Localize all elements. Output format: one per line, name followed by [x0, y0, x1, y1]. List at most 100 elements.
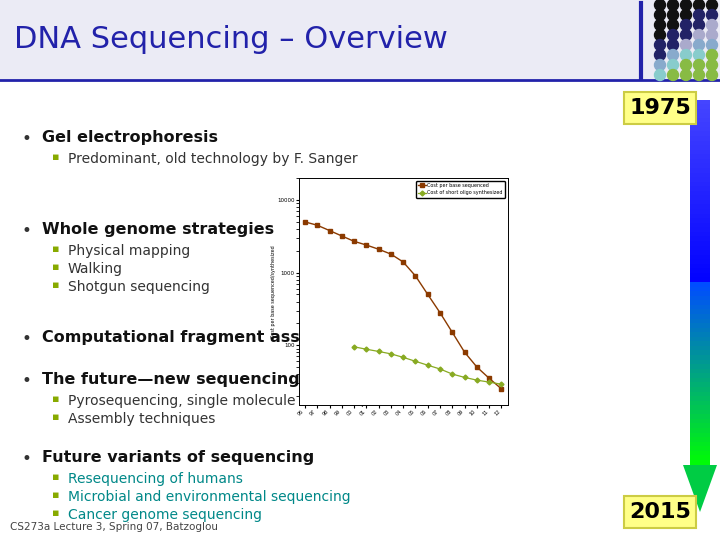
Cost per base sequenced: [387, 251, 395, 258]
Text: ▪: ▪: [52, 152, 60, 162]
Bar: [690, 309, 710, 314]
Bar: [690, 455, 710, 461]
Circle shape: [693, 70, 704, 80]
Bar: [690, 350, 710, 355]
Bar: [690, 164, 710, 168]
Bar: [690, 291, 710, 296]
Bar: [690, 168, 710, 173]
Cost per base sequenced: [374, 246, 383, 253]
Cost of short oligo synthesized: [411, 358, 420, 365]
Bar: [690, 364, 710, 369]
Bar: [690, 373, 710, 379]
Text: Physical mapping: Physical mapping: [68, 244, 190, 258]
Cost of short oligo synthesized: [423, 362, 432, 368]
Circle shape: [680, 10, 691, 21]
Circle shape: [654, 19, 665, 30]
Circle shape: [667, 39, 678, 51]
Text: Cancer genome sequencing: Cancer genome sequencing: [68, 508, 262, 522]
Cost of short oligo synthesized: [485, 379, 493, 386]
Circle shape: [667, 0, 678, 10]
Circle shape: [706, 0, 718, 10]
Text: CS273a Lecture 3, Spring 07, Batzoglou: CS273a Lecture 3, Spring 07, Batzoglou: [10, 522, 218, 532]
Circle shape: [706, 39, 718, 51]
Bar: [690, 328, 710, 333]
Cost of short oligo synthesized: [362, 346, 371, 353]
Circle shape: [667, 30, 678, 40]
Cost per base sequenced: [436, 309, 444, 316]
Circle shape: [654, 30, 665, 40]
Circle shape: [693, 0, 704, 10]
Text: Gel electrophoresis: Gel electrophoresis: [42, 130, 218, 145]
Bar: [690, 433, 710, 437]
Bar: [690, 451, 710, 456]
Bar: [690, 337, 710, 342]
Text: Pyrosequencing, single molecule methods, …: Pyrosequencing, single molecule methods,…: [68, 394, 383, 408]
Cost per base sequenced: [301, 219, 310, 225]
Cost of short oligo synthesized: [472, 377, 481, 383]
Cost per base sequenced: [325, 227, 334, 234]
Bar: [690, 237, 710, 241]
Circle shape: [693, 10, 704, 21]
Cost of short oligo synthesized: [350, 343, 359, 350]
Bar: [690, 341, 710, 346]
Bar: [690, 346, 710, 351]
Bar: [690, 282, 710, 287]
Circle shape: [667, 10, 678, 21]
Bar: [690, 278, 710, 282]
Text: ▪: ▪: [52, 508, 60, 518]
Bar: [690, 419, 710, 424]
Cost per base sequenced: [338, 233, 346, 239]
Text: ▪: ▪: [52, 394, 60, 404]
Bar: [690, 255, 710, 260]
Circle shape: [680, 50, 691, 60]
Cost per base sequenced: [399, 259, 408, 265]
Bar: [690, 250, 710, 255]
Cost of short oligo synthesized: [497, 381, 505, 388]
Bar: [690, 172, 710, 178]
Circle shape: [706, 50, 718, 60]
Text: Assembly techniques: Assembly techniques: [68, 412, 215, 426]
Cost per base sequenced: [460, 349, 469, 355]
Legend: Cost per base sequenced, Cost of short oligo synthesized: Cost per base sequenced, Cost of short o…: [416, 181, 505, 198]
Text: Walking: Walking: [68, 262, 123, 276]
Text: 2015: 2015: [629, 502, 691, 522]
Bar: [690, 200, 710, 205]
Bar: [690, 428, 710, 433]
Bar: [690, 127, 710, 132]
Bar: [690, 209, 710, 214]
Cost of short oligo synthesized: [399, 354, 408, 361]
Text: Predominant, old technology by F. Sanger: Predominant, old technology by F. Sanger: [68, 152, 358, 166]
Bar: [690, 305, 710, 310]
Circle shape: [680, 0, 691, 10]
Bar: [690, 150, 710, 155]
Cost per base sequenced: [472, 364, 481, 370]
Line: Cost of short oligo synthesized: Cost of short oligo synthesized: [352, 345, 503, 386]
Circle shape: [654, 39, 665, 51]
Bar: [690, 118, 710, 123]
Bar: [690, 140, 710, 146]
Bar: [690, 241, 710, 246]
Circle shape: [667, 59, 678, 71]
Circle shape: [706, 30, 718, 40]
Bar: [690, 227, 710, 232]
Circle shape: [654, 0, 665, 10]
Cost per base sequenced: [313, 222, 322, 228]
Circle shape: [706, 70, 718, 80]
Circle shape: [680, 19, 691, 30]
Bar: [690, 259, 710, 264]
Bar: [690, 410, 710, 415]
Bar: [690, 232, 710, 237]
Circle shape: [706, 10, 718, 21]
Circle shape: [706, 19, 718, 30]
Bar: [690, 222, 710, 228]
Circle shape: [693, 19, 704, 30]
Bar: [690, 99, 710, 105]
Circle shape: [680, 59, 691, 71]
Bar: [690, 314, 710, 319]
Circle shape: [706, 59, 718, 71]
Circle shape: [654, 10, 665, 21]
Bar: [690, 181, 710, 187]
Cost of short oligo synthesized: [448, 371, 456, 377]
Text: 1975: 1975: [629, 98, 691, 118]
Text: ▪: ▪: [52, 472, 60, 482]
